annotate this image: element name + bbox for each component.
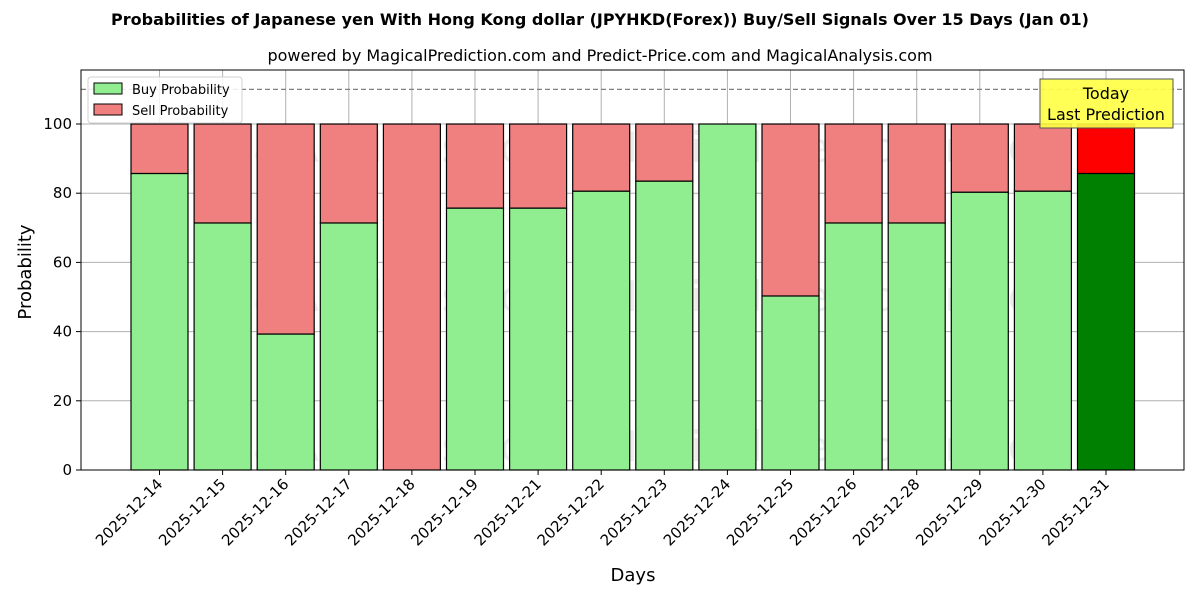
buy-bar [572,190,631,471]
x-tick-label: 2025-12-18 [344,475,418,549]
x-tick-label: 2025-12-30 [975,475,1049,549]
sell-bar [761,123,820,297]
buy-bar [1013,190,1073,471]
y-tick-label: 60 [53,253,72,271]
sell-bar [824,123,883,224]
chart-title: Probabilities of Japanese yen With Hong … [111,10,1089,29]
x-axis: 2025-12-142025-12-152025-12-162025-12-17… [92,470,1113,549]
sell-bar [572,123,631,192]
bar-group [193,123,252,471]
plot-frame [80,69,1185,471]
buy-bar [509,207,568,471]
bars [130,123,1136,471]
y-axis-label: Probability [15,224,36,319]
y-axis: 0 20 40 60 80 100 [43,115,81,479]
x-tick-label: 2025-12-31 [1038,475,1112,549]
sell-bar [1013,123,1073,192]
x-tick-label: 2025-12-14 [92,475,166,549]
y-tick-label: 100 [43,115,72,133]
sell-bar [130,123,189,175]
legend-sell-label: Sell Probability [132,104,229,119]
sell-bar [635,123,694,182]
bar-group [698,123,757,471]
y-tick-label: 20 [53,392,72,410]
bar-group [445,123,505,471]
x-tick-label: 2025-12-15 [155,475,229,549]
buy-bar [193,222,252,471]
buy-bar [1076,172,1136,471]
bar-group [509,123,568,471]
bar-group [256,123,315,471]
buy-bar [445,207,505,471]
y-tick-label: 0 [62,461,72,479]
sell-bar [445,123,505,209]
bar-group [950,123,1009,471]
x-tick-label: 2025-12-28 [849,475,923,549]
x-tick-label: 2025-12-17 [281,475,355,549]
legend-sell-swatch [93,103,123,116]
x-axis-label: Days [611,565,656,586]
bar-group [1013,123,1073,471]
x-tick-label: 2025-12-21 [471,475,545,549]
sell-bar [950,123,1009,193]
x-tick-label: 2025-12-24 [660,475,734,549]
y-tick-label: 40 [53,323,72,341]
buy-bar [824,222,883,471]
buy-bar [950,191,1009,471]
buy-bar [256,333,315,471]
buy-bar [635,180,694,471]
sell-bar [887,123,946,224]
today-annotation: Today Last Prediction [1039,78,1174,129]
x-tick-label: 2025-12-29 [912,475,986,549]
sell-bar [256,123,315,335]
sell-bar [1076,123,1136,175]
chart-subtitle: powered by MagicalPrediction.com and Pre… [267,46,933,65]
bar-group [824,123,883,471]
bar-group [635,123,694,471]
x-tick-label: 2025-12-26 [786,475,860,549]
legend: Buy Probability Sell Probability [87,76,243,124]
bar-group [572,123,631,471]
sell-bar [509,123,568,209]
bar-group [382,123,441,471]
buy-bar [761,295,820,471]
legend-buy-label: Buy Probability [132,83,230,98]
sell-bar [193,123,252,224]
sell-bar [382,123,441,471]
x-tick-label: 2025-12-16 [218,475,292,549]
annotation-line2: Last Prediction [1047,105,1165,124]
legend-buy-swatch [93,82,123,95]
x-tick-label: 2025-12-19 [407,475,481,549]
bar-group [887,123,946,471]
x-tick-label: 2025-12-23 [597,475,671,549]
bar-group [130,123,189,471]
buy-bar [130,172,189,471]
buy-bar [887,222,946,471]
bar-group [761,123,820,471]
sell-bar [319,123,378,224]
buy-bar [698,123,757,471]
buy-bar [319,222,378,471]
x-tick-label: 2025-12-22 [534,475,608,549]
y-tick-label: 80 [53,184,72,202]
bar-group [1076,123,1136,471]
annotation-line1: Today [1082,84,1129,103]
bar-group [319,123,378,471]
x-tick-label: 2025-12-25 [723,475,797,549]
